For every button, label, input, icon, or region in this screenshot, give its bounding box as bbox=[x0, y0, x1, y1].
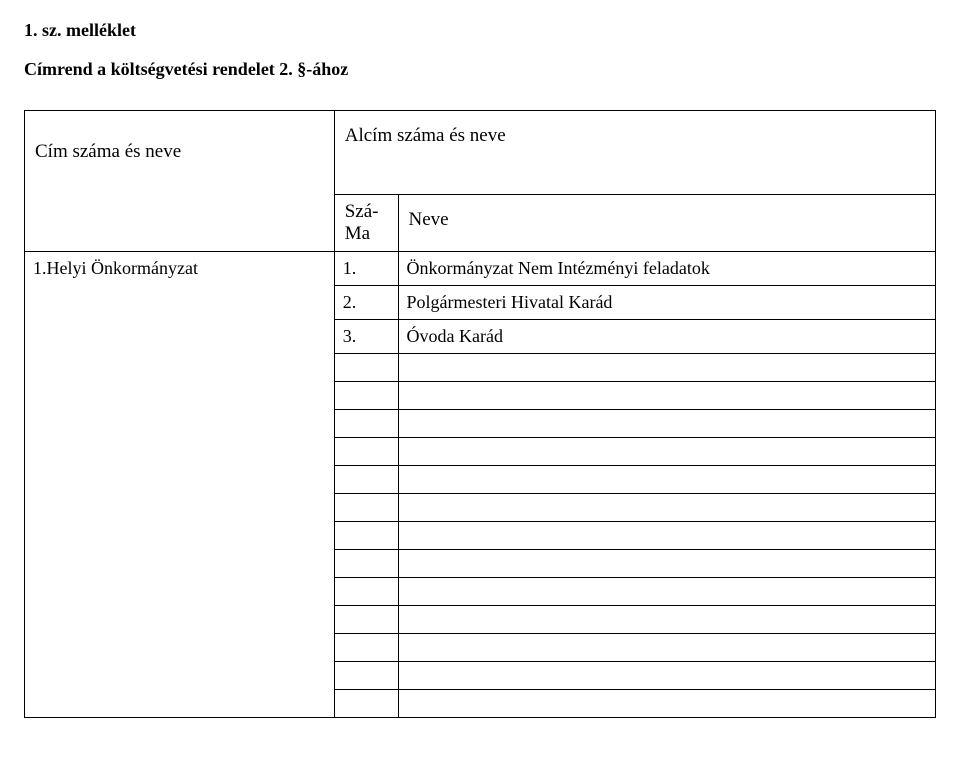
row-name bbox=[398, 606, 936, 634]
page-heading: 1. sz. melléklet bbox=[24, 20, 936, 41]
row-name bbox=[398, 466, 936, 494]
row-num bbox=[334, 634, 398, 662]
row-name: Polgármesteri Hivatal Karád bbox=[398, 286, 936, 320]
row-name bbox=[398, 494, 936, 522]
row-name bbox=[398, 550, 936, 578]
row-num bbox=[334, 410, 398, 438]
row-num: 2. bbox=[334, 286, 398, 320]
row-name: Óvoda Karád bbox=[398, 320, 936, 354]
row-num: 3. bbox=[334, 320, 398, 354]
row-name bbox=[398, 382, 936, 410]
row-num bbox=[334, 662, 398, 690]
row-num: 1. bbox=[334, 252, 398, 286]
row-left: 1.Helyi Önkormányzat bbox=[25, 252, 335, 718]
row-name bbox=[398, 578, 936, 606]
cimrend-table: Cím száma és neve Alcím száma és neve Sz… bbox=[24, 110, 936, 718]
row-num bbox=[334, 354, 398, 382]
subheader-szama: Szá- Ma bbox=[334, 195, 398, 252]
header-cim: Cím száma és neve bbox=[25, 111, 335, 252]
row-num bbox=[334, 466, 398, 494]
row-name bbox=[398, 354, 936, 382]
row-num bbox=[334, 382, 398, 410]
row-name bbox=[398, 438, 936, 466]
row-num bbox=[334, 438, 398, 466]
table-row: 1.Helyi Önkormányzat1.Önkormányzat Nem I… bbox=[25, 252, 936, 286]
table-header-row: Cím száma és neve Alcím száma és neve bbox=[25, 111, 936, 195]
row-num bbox=[334, 606, 398, 634]
subheader-neve: Neve bbox=[398, 195, 936, 252]
row-name bbox=[398, 690, 936, 718]
row-name bbox=[398, 410, 936, 438]
row-num bbox=[334, 690, 398, 718]
row-name bbox=[398, 662, 936, 690]
row-name: Önkormányzat Nem Intézményi feladatok bbox=[398, 252, 936, 286]
row-num bbox=[334, 494, 398, 522]
row-name bbox=[398, 522, 936, 550]
header-alcim: Alcím száma és neve bbox=[334, 111, 935, 195]
row-num bbox=[334, 578, 398, 606]
row-name bbox=[398, 634, 936, 662]
row-num bbox=[334, 550, 398, 578]
row-num bbox=[334, 522, 398, 550]
page-subheading: Címrend a költségvetési rendelet 2. §-áh… bbox=[24, 59, 936, 80]
